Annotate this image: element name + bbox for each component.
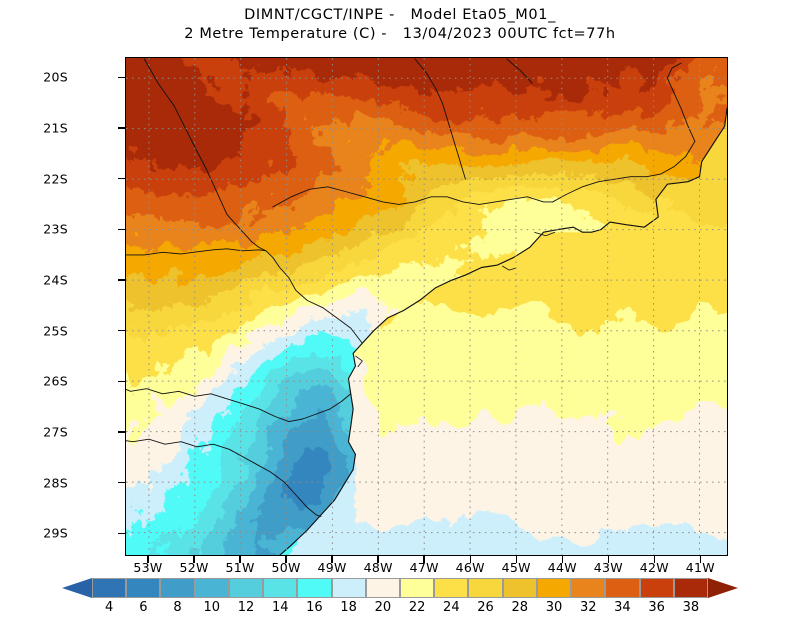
colorbar-label-30: 30 [545, 600, 563, 615]
colorbar-label-6: 6 [139, 600, 148, 615]
lat-tick-label-28S: 28S [43, 475, 68, 491]
colorbar-over-arrow [708, 578, 738, 598]
colorbar-label-22: 22 [408, 600, 426, 615]
map-plot-area [125, 57, 728, 556]
colorbar-label-38: 38 [682, 600, 700, 615]
lat-tick-mark [118, 228, 125, 231]
colorbar-under-arrow [62, 578, 92, 598]
lat-tick-mark [118, 431, 125, 433]
lat-tick-label-27S: 27S [43, 424, 68, 440]
colorbar-cell-20 [365, 578, 400, 598]
lon-tick-mark [423, 556, 425, 563]
colorbar-label-14: 14 [271, 600, 289, 615]
lat-tick-mark [118, 380, 125, 383]
colorbar-label-32: 32 [579, 600, 597, 615]
lon-tick-label-48W: 48W [363, 560, 393, 575]
lon-tick-mark [377, 556, 379, 563]
lon-tick-mark [699, 556, 702, 563]
colorbar-cell-18 [331, 578, 366, 598]
colorbar-cell-22 [400, 578, 435, 598]
lat-tick-label-24S: 24S [43, 272, 68, 288]
colorbar-cell-16 [297, 578, 332, 598]
lon-tick-mark [653, 556, 656, 563]
lon-tick-mark [285, 556, 287, 563]
lon-tick-mark [607, 556, 610, 563]
lat-tick-label-29S: 29S [43, 525, 68, 541]
lat-tick-label-22S: 22S [43, 171, 68, 187]
temperature-raster [126, 58, 727, 555]
lon-tick-label-43W: 43W [593, 560, 623, 575]
lat-tick-mark [118, 76, 125, 79]
lat-tick-mark [118, 532, 125, 534]
colorbar-label-8: 8 [173, 600, 182, 615]
lon-tick-mark [469, 556, 472, 563]
temperature-field [126, 58, 727, 555]
lat-tick-label-21S: 21S [43, 120, 68, 136]
lat-tick-label-20S: 20S [43, 69, 68, 85]
lon-tick-label-41W: 41W [685, 560, 715, 575]
colorbar-cell-32 [571, 578, 606, 598]
colorbar-cell-8 [160, 578, 195, 598]
lon-tick-label-46W: 46W [455, 560, 485, 575]
lon-tick-label-53W: 53W [133, 560, 163, 575]
lat-tick-mark [118, 481, 125, 484]
colorbar-label-16: 16 [306, 600, 323, 615]
colorbar-cell-38 [673, 578, 708, 598]
colorbar-label-36: 36 [648, 600, 665, 615]
colorbar-label-34: 34 [614, 600, 631, 615]
lon-tick-mark [561, 556, 564, 563]
colorbar-cell-14 [263, 578, 298, 598]
colorbar [62, 578, 738, 598]
lat-tick-mark [118, 279, 125, 281]
lon-tick-label-49W: 49W [317, 560, 347, 575]
colorbar-label-18: 18 [340, 600, 357, 615]
lon-tick-label-42W: 42W [639, 560, 669, 575]
colorbar-label-26: 26 [477, 600, 494, 615]
lon-tick-label-50W: 50W [271, 560, 301, 575]
lon-tick-label-52W: 52W [179, 560, 209, 575]
colorbar-cell-24 [434, 578, 469, 598]
lat-tick-label-23S: 23S [43, 221, 68, 237]
lon-tick-mark [331, 556, 333, 563]
colorbar-label-10: 10 [203, 600, 221, 615]
lat-tick-mark [118, 329, 125, 332]
colorbar-cell-10 [194, 578, 229, 598]
coastline-and-borders-overlay [126, 58, 727, 555]
lon-tick-label-45W: 45W [501, 560, 531, 575]
colorbar-cell-12 [228, 578, 264, 598]
lat-tick-mark [118, 127, 125, 129]
lon-tick-mark [193, 556, 195, 563]
colorbar-label-12: 12 [237, 600, 255, 615]
lon-tick-mark [147, 556, 149, 563]
colorbar-label-4: 4 [104, 600, 114, 615]
lon-tick-label-44W: 44W [547, 560, 577, 575]
lon-tick-mark [239, 556, 241, 563]
lon-tick-mark [515, 556, 518, 563]
colorbar-label-24: 24 [443, 600, 460, 615]
colorbar-cell-28 [502, 578, 537, 598]
lon-tick-label-51W: 51W [225, 560, 255, 575]
colorbar-cell-30 [536, 578, 572, 598]
title-line-2: 2 Metre Temperature (C) - 13/04/2023 00U… [184, 26, 616, 42]
colorbar-cell-4 [92, 578, 127, 598]
title-line-1: DIMNT/CGCT/INPE - Model Eta05_M01_ [244, 7, 556, 23]
lat-tick-mark [118, 177, 125, 180]
colorbar-cell-36 [639, 578, 674, 598]
colorbar-cell-34 [605, 578, 640, 598]
colorbar-label-28: 28 [511, 600, 529, 615]
lat-tick-label-25S: 25S [43, 323, 68, 339]
figure-title: DIMNT/CGCT/INPE - Model Eta05_M01_ 2 Met… [0, 6, 800, 44]
lon-tick-label-47W: 47W [409, 560, 439, 575]
gridlines-overlay [126, 58, 727, 555]
lat-tick-label-26S: 26S [43, 373, 68, 389]
colorbar-cell-26 [468, 578, 503, 598]
colorbar-label-20: 20 [374, 600, 392, 615]
colorbar-cell-6 [126, 578, 161, 598]
